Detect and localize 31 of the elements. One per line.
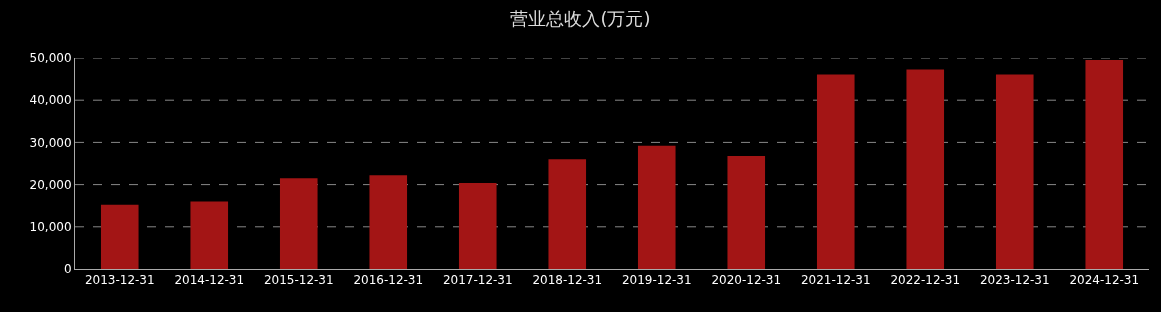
- bar: [369, 175, 408, 269]
- bar: [816, 74, 855, 269]
- bar: [458, 182, 497, 269]
- y-tick-label: 40,000: [29, 93, 72, 108]
- bar: [100, 204, 139, 269]
- bar: [995, 74, 1034, 269]
- chart-title: 营业总收入(万元): [510, 8, 651, 30]
- x-tick-label: 2016-12-31: [353, 273, 424, 288]
- x-tick-label: 2017-12-31: [442, 273, 513, 288]
- bar: [1085, 60, 1124, 269]
- y-tick-label: 10,000: [29, 220, 72, 234]
- x-tick-label: 2013-12-31: [84, 273, 155, 288]
- bar: [190, 201, 229, 269]
- x-tick-label: 2024-12-31: [1069, 273, 1140, 288]
- bar: [548, 159, 587, 269]
- y-tick-label: 20,000: [29, 177, 72, 192]
- bar: [906, 69, 945, 269]
- y-tick-label: 30,000: [29, 135, 72, 150]
- y-tick-label: 50,000: [29, 51, 72, 66]
- bar: [727, 155, 766, 269]
- x-tick-label: 2014-12-31: [174, 273, 245, 288]
- bar: [279, 178, 318, 269]
- x-tick-label: 2015-12-31: [263, 273, 334, 288]
- bar: [637, 145, 676, 269]
- x-tick-label: 2020-12-31: [711, 273, 782, 288]
- y-tick-label: 0: [63, 262, 72, 277]
- x-tick-label: 2021-12-31: [800, 273, 871, 288]
- x-tick-label: 2022-12-31: [890, 273, 961, 288]
- x-tick-label: 2018-12-31: [532, 273, 603, 288]
- x-tick-label: 2019-12-31: [621, 273, 692, 288]
- x-tick-label: 2023-12-31: [979, 273, 1050, 288]
